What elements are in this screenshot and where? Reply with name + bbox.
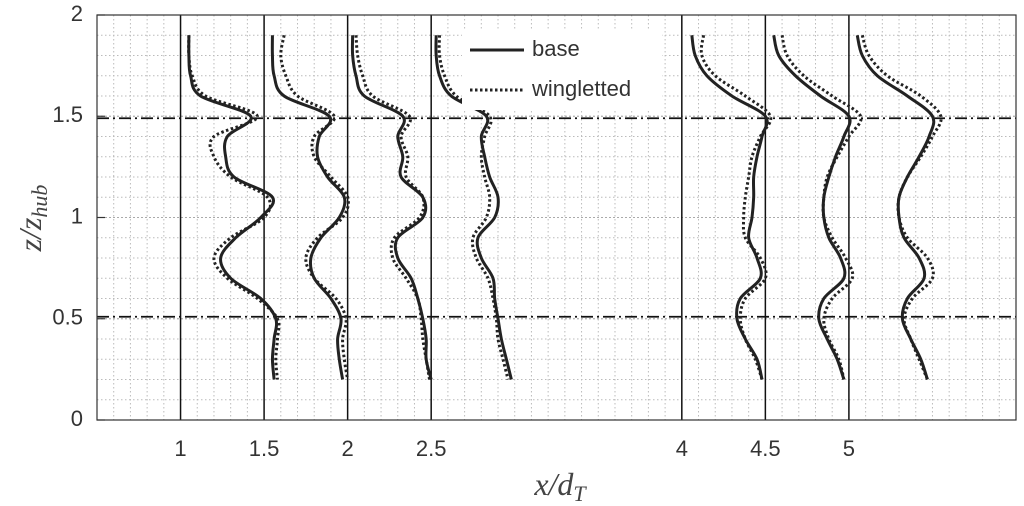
y-axis-title: z/zhub: [12, 185, 52, 253]
y-axis-title-main: z/z: [12, 217, 48, 252]
y-tick-label: 0: [71, 406, 83, 431]
x-tick-label: 1.5: [249, 436, 280, 461]
legend-box: [462, 30, 662, 110]
x-axis-title-sub: T: [573, 481, 587, 506]
y-tick-label: 0.5: [52, 305, 83, 330]
x-axis-title: x/dT: [533, 466, 587, 506]
x-tick-label: 2: [342, 436, 354, 461]
x-axis-title-main: x/d: [533, 466, 574, 502]
y-tick-label: 1: [71, 203, 83, 228]
x-tick-label: 4: [676, 436, 688, 461]
legend-label: wingletted: [531, 76, 631, 101]
series-line: [187, 34, 943, 381]
legend: base wingletted: [462, 30, 662, 110]
x-tick-label: 4.5: [750, 436, 781, 461]
y-axis-title-sub: hub: [27, 185, 52, 218]
x-tick-label: 2.5: [416, 436, 447, 461]
y-tick-label: 2: [71, 1, 83, 26]
x-tick-label: 5: [843, 436, 855, 461]
y-tick-label: 1.5: [52, 102, 83, 127]
legend-label: base: [532, 36, 580, 61]
plot-frame: [96, 14, 1017, 421]
x-tick-label: 1: [174, 436, 186, 461]
